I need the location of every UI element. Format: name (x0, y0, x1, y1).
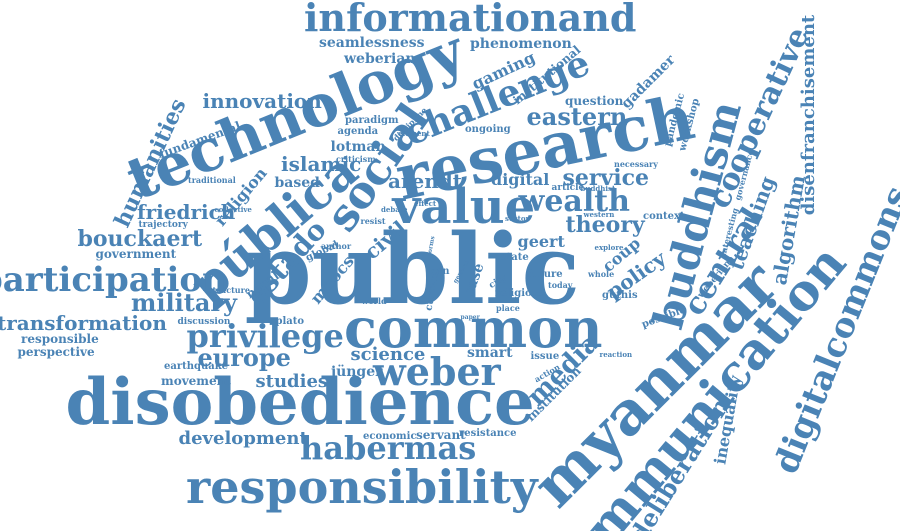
word-studies: studies (255, 371, 329, 392)
word-paradigm: paradigm (345, 115, 399, 126)
word-privilege: privilege (186, 317, 344, 355)
word-trajectory: trajectory (138, 219, 188, 230)
word-smart: smart (467, 345, 513, 361)
word-informationand: informationand (304, 0, 637, 40)
word-europe: europe (197, 343, 291, 372)
word-weber: weber (373, 349, 501, 394)
word-friedrich: friedrich (137, 200, 236, 224)
word-science: science (350, 344, 426, 365)
word-western: western (583, 209, 615, 219)
word-transformation: transformation (0, 311, 167, 335)
word-eastern: eastern (526, 102, 628, 131)
word-phenomenon: phenomenon (470, 36, 572, 52)
word-discussion: discussion (177, 316, 231, 327)
word-theory: theory (565, 212, 645, 238)
word-future: future (527, 269, 563, 280)
word-economic: economic (363, 431, 417, 442)
word-guthis: guthis (602, 290, 638, 301)
word-movement: movement (161, 374, 231, 388)
word-junger: jünger (331, 364, 383, 380)
word-explore: explore (594, 242, 624, 252)
word-place: place (496, 303, 520, 313)
word-development: development (178, 428, 308, 449)
word-resist: resist (360, 216, 386, 226)
word-innovation: innovation (202, 89, 322, 113)
word-islamic: islamic (281, 152, 362, 176)
word-digital: digital (491, 170, 550, 189)
word-plato: plato (275, 316, 305, 327)
word-state: state (501, 252, 529, 263)
word-habermas: habermas (300, 429, 477, 467)
word-participation: participation (0, 260, 227, 300)
word-common: common (344, 296, 603, 360)
word-context: context (643, 211, 685, 222)
word-public: public (244, 213, 580, 326)
word-servant: servant (416, 428, 466, 442)
word-bouckaert: bouckaert (77, 226, 203, 252)
word-arendt: arendt (388, 169, 462, 193)
word-based: based (274, 175, 320, 191)
word-debate: debate (381, 204, 408, 214)
word-author: author (321, 241, 352, 251)
word-agenda: agenda (337, 126, 379, 137)
word-buddhist: buddhist (580, 183, 616, 193)
word-ongoing: ongoing (465, 124, 511, 135)
word-structure: structure (208, 285, 250, 295)
word-necessary: necessary (614, 159, 658, 169)
word-military: military (131, 288, 237, 317)
word-government: government (95, 247, 177, 261)
word-value: value (392, 179, 536, 235)
word-wealth: wealth (518, 184, 630, 219)
word-whole: whole (588, 269, 615, 279)
word-criticism: criticism (336, 154, 376, 164)
word-seamlessness: seamlessness (319, 35, 425, 51)
word-reaction: reaction (599, 349, 633, 359)
word-traditional: traditional (188, 175, 236, 185)
word-religious: religious (495, 288, 545, 299)
word-weberian: weberian (344, 51, 416, 67)
word-geert: geert (517, 232, 565, 251)
word-responsible: responsible (21, 332, 99, 346)
word-han: han (428, 266, 450, 277)
word-disobedience: disobedience (65, 365, 535, 440)
word-article: article (551, 182, 585, 193)
word-paper: paper (460, 314, 480, 321)
word-issue: issue (530, 351, 560, 362)
word-resistance: resistance (459, 428, 517, 439)
word-effect: effect (414, 198, 437, 208)
word-service: service (562, 165, 650, 191)
word-today: today (548, 280, 573, 290)
word-question: question (565, 94, 624, 108)
word-element: element (398, 128, 430, 138)
word-world: world (361, 296, 387, 306)
word-earthquake: earthquake (164, 361, 229, 372)
word-perspective: perspective (17, 345, 95, 359)
word-lotman: lotman (330, 139, 386, 155)
word-collective: collective (214, 204, 252, 214)
word-responsibility: responsibility (186, 460, 538, 514)
word-sector: sector (505, 213, 530, 223)
